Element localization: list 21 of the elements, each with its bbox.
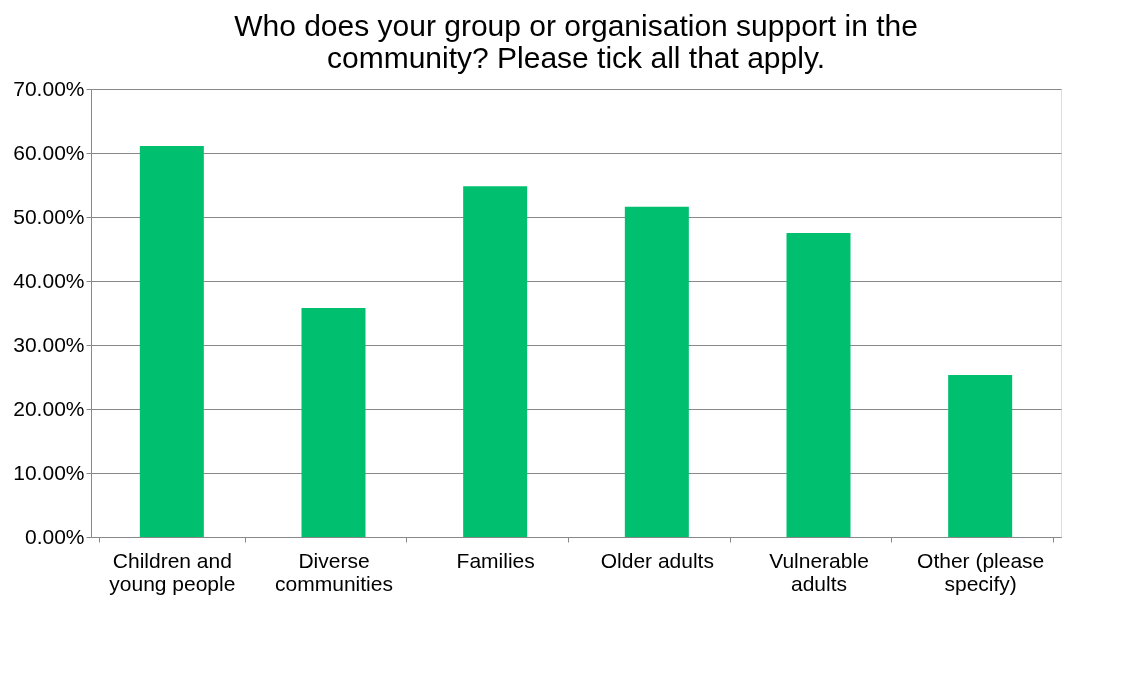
bar (624, 206, 689, 537)
bar (301, 307, 366, 537)
chart-title: Who does your group or organisation support in the community? Please tick all that apply. (234, 9, 918, 74)
y-tick-label: 10.00% (13, 460, 85, 484)
x-tick-label: Families (456, 548, 535, 572)
y-tick-label: 30.00% (13, 332, 85, 356)
x-tick-label: Vulnerable adults (769, 548, 869, 595)
bar (786, 233, 851, 537)
y-tick-label: 70.00% (13, 76, 85, 100)
y-tick-label: 50.00% (13, 204, 85, 228)
y-tick-label: 40.00% (13, 268, 85, 292)
y-tick-label: 0.00% (24, 524, 85, 548)
x-tick-label: Other (please specify) (917, 548, 1045, 595)
bar (463, 186, 528, 537)
y-tick-label: 60.00% (13, 140, 85, 164)
x-tick-label: Diverse communities (275, 548, 393, 595)
bar (948, 375, 1013, 537)
bar (139, 145, 204, 537)
x-tick-label: Children and young people (109, 548, 236, 595)
y-tick-label: 20.00% (13, 396, 85, 420)
x-tick-label: Older adults (600, 548, 714, 572)
